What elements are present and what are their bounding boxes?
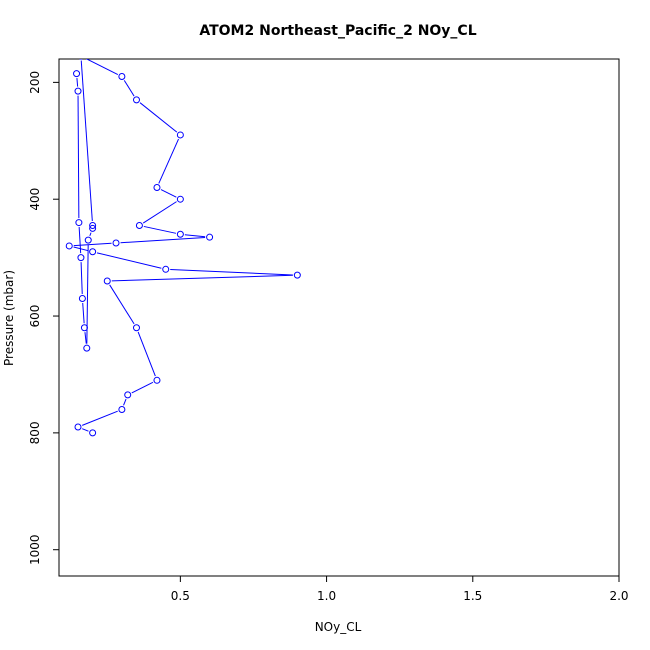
y-tick-label: 200 [28,71,42,94]
data-point [80,324,88,332]
series-layer [65,59,301,437]
series-line-segment [142,201,177,224]
series-line-segment [73,242,112,247]
series-line-segment [184,234,206,238]
data-point [153,376,161,384]
series-line-segment [123,398,127,406]
y-axis: 200 400 600 800 1000 [28,71,60,565]
series-line-segment [131,381,154,394]
y-tick-label: 1000 [28,534,42,565]
data-point [89,429,97,437]
series-line-segment [73,246,89,252]
series-line-segment [111,274,293,282]
data-point [124,391,132,399]
data-point [176,230,184,238]
data-point [89,221,97,229]
y-axis-label: Pressure (mbar) [2,270,16,366]
plot-area [58,58,620,577]
data-point [89,248,97,256]
data-point [112,239,120,247]
data-point [78,295,86,303]
x-tick-label: 2.0 [609,589,628,603]
data-point [132,96,140,104]
data-point [176,195,184,203]
series-line-segment [82,410,118,426]
data-point [74,87,82,95]
data-point [293,271,301,279]
series-line-segment [84,332,87,344]
data-point [89,224,97,232]
data-point [65,242,73,250]
data-point [75,219,83,227]
y-tick-label: 600 [28,305,42,328]
series-line-segment [139,102,178,133]
data-point [79,59,83,60]
series-line-segment [96,252,162,269]
series-line-segment [160,189,177,198]
data-point [118,73,126,81]
series-line-segment [120,236,206,244]
data-point [73,70,81,78]
series-line-segment [82,302,85,324]
series-line-segment [76,78,79,87]
x-tick-label: 0.5 [171,589,190,603]
series-line-segment [80,262,83,295]
data-point [83,344,91,352]
x-axis: 0.5 1.0 1.5 2.0 [171,575,629,603]
data-point [118,406,126,414]
series-line-segment [123,80,135,97]
series-line-segment [85,59,119,75]
series-line-segment [137,331,156,377]
data-point [206,233,214,241]
data-point [162,265,170,273]
data-point [74,423,82,431]
data-point [77,254,85,262]
y-tick-label: 800 [28,421,42,444]
x-tick-label: 1.0 [317,589,336,603]
data-point [135,221,143,229]
series-line-segment [82,428,89,432]
series-line-segment [158,138,179,184]
x-axis-label: NOy_CL [315,620,362,634]
data-point [84,236,92,244]
chart-title: ATOM2 Northeast_Pacific_2 NOy_CL [199,23,476,39]
series-line-segment [89,232,92,237]
data-point [132,324,140,332]
x-tick-label: 1.5 [463,589,482,603]
series-line-segment [170,269,293,276]
series-line-segment [80,60,93,222]
data-point [153,184,161,192]
y-tick-label: 400 [28,188,42,211]
series-line-segment [143,225,177,234]
data-point [176,131,184,139]
series-line-segment [77,95,80,219]
data-point [103,277,111,285]
series-line-segment [109,284,135,325]
